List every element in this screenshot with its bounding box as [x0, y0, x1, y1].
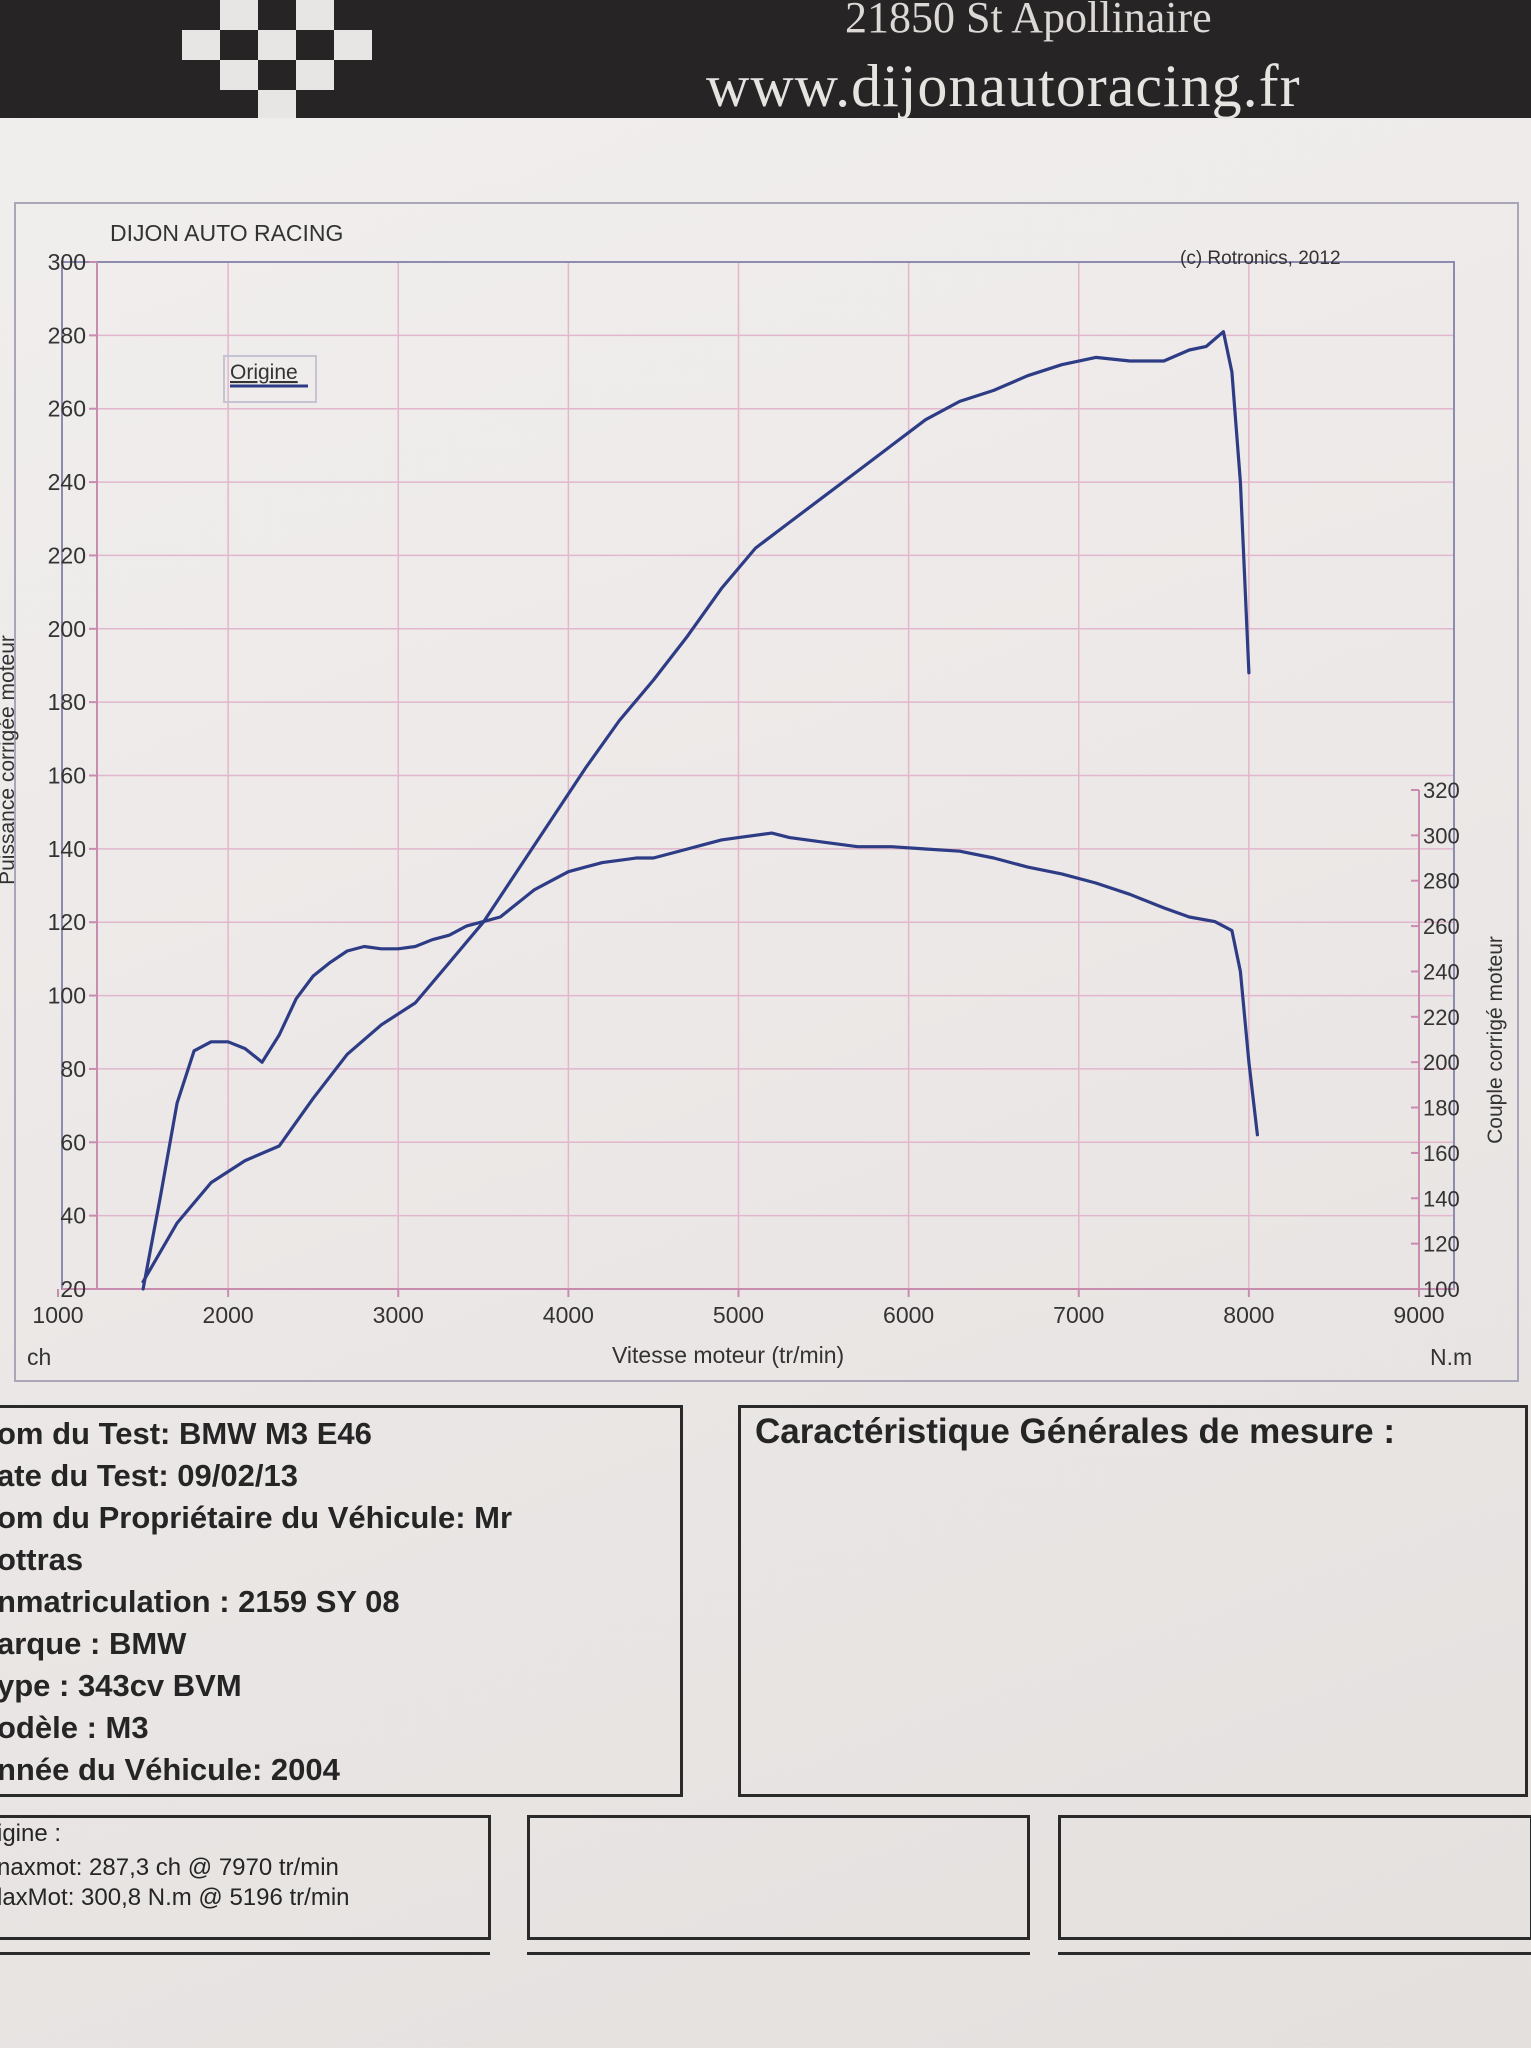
chart-frame: [14, 202, 1519, 1382]
x-unit-left: ch: [27, 1344, 51, 1370]
tick-label-y-left: 160: [48, 763, 86, 789]
tick-label-y-left: 220: [48, 542, 86, 568]
test-name: om du Test: BMW M3 E46: [0, 1416, 372, 1451]
x-unit-right: N.m: [1430, 1344, 1472, 1370]
tick-label-y-right: 300: [1423, 823, 1460, 848]
series-layer: [141, 330, 1260, 1291]
tick-label-y-left: 260: [48, 396, 86, 422]
tick-label-y-right: 260: [1423, 914, 1460, 939]
chart-title: DIJON AUTO RACING: [110, 220, 343, 246]
tick-label-y-left: 140: [48, 836, 86, 862]
tick-label-y-right: 240: [1423, 959, 1460, 984]
chart-copyright: (c) Rotronics, 2012: [1180, 248, 1341, 269]
owner-line-1: om du Propriétaire du Véhicule: Mr: [0, 1500, 513, 1535]
tick-label-y-right: 200: [1423, 1050, 1460, 1075]
checkered-flag-logo: [120, 0, 420, 118]
empty-box-right: [1058, 1815, 1531, 1940]
tick-label-x: 8000: [1223, 1302, 1274, 1328]
tick-label-y-right: 320: [1423, 778, 1460, 803]
tick-label-y-left: 120: [48, 909, 86, 935]
results-underline: [0, 1952, 490, 1955]
series-power-line: [141, 330, 1251, 1284]
y-axis-label-right: Couple corrigé moteur: [1484, 936, 1507, 1144]
owner-line-2: ottras: [0, 1542, 84, 1577]
tick-label-y-right: 160: [1423, 1141, 1460, 1166]
middle-underline: [527, 1952, 1030, 1955]
vehicle-type: ype : 343cv BVM: [0, 1668, 242, 1703]
test-info-box: om du Test: BMW M3 E46 ate du Test: 09/0…: [0, 1405, 683, 1797]
tick-label-y-right: 100: [1423, 1277, 1460, 1302]
tick-label-x: 5000: [713, 1302, 764, 1328]
tick-label-x: 3000: [373, 1302, 424, 1328]
tick-label-y-left: 240: [48, 469, 86, 495]
results-header: igine :: [0, 1820, 62, 1847]
tick-label-x: 7000: [1053, 1302, 1104, 1328]
tick-label-x: 2000: [203, 1302, 254, 1328]
right-underline: [1058, 1952, 1531, 1955]
tick-label-x: 6000: [883, 1302, 934, 1328]
tick-label-y-right: 220: [1423, 1005, 1460, 1030]
header-band: 21850 St Apollinaire www.dijonautoracing…: [0, 0, 1531, 119]
tick-label-y-left: 80: [60, 1056, 86, 1082]
header-address: 21850 St Apollinaire: [845, 0, 1212, 42]
tick-label-x: 1000: [32, 1302, 83, 1328]
tick-label-y-right: 140: [1423, 1186, 1460, 1211]
registration: nmatriculation : 2159 SY 08: [0, 1584, 400, 1619]
tick-label-y-right: 120: [1423, 1232, 1460, 1257]
brand: arque : BMW: [0, 1626, 187, 1661]
model: odèle : M3: [0, 1710, 149, 1745]
tick-layer: 1000 2000 3000 4000 5000 6000 7000 8000 9000 20 40…: [32, 249, 1459, 1328]
tick-label-y-left: 200: [48, 616, 86, 642]
legend-item-origine: Origine: [230, 361, 298, 384]
tick-label-x: 4000: [543, 1302, 594, 1328]
tick-label-y-left: 300: [48, 249, 86, 275]
tick-label-y-left: 280: [48, 322, 86, 348]
tick-label-x: 9000: [1393, 1302, 1444, 1328]
tick-label-y-left: 100: [48, 983, 86, 1009]
max-torque: laxMot: 300,8 N.m @ 5196 tr/min: [0, 1884, 350, 1911]
vehicle-year: nnée du Véhicule: 2004: [0, 1752, 340, 1787]
y-axis-label-left: Puissance corrigée moteur: [0, 635, 19, 885]
tick-label-y-left: 180: [48, 689, 86, 715]
general-characteristics-box: [738, 1405, 1528, 1797]
header-url[interactable]: www.dijonautoracing.fr: [706, 53, 1301, 119]
tick-label-y-right: 280: [1423, 869, 1460, 894]
dyno-chart: 1000 2000 3000 4000 5000 6000 7000 8000 9000 20 40…: [0, 220, 1507, 1370]
tick-label-y-right: 180: [1423, 1096, 1460, 1121]
x-axis-label: Vitesse moteur (tr/min): [612, 1342, 844, 1368]
max-power: naxmot: 287,3 ch @ 7970 tr/min: [0, 1854, 339, 1881]
series-torque-line: [141, 831, 1260, 1291]
tick-label-y-left: 40: [60, 1203, 86, 1229]
tick-label-y-left: 20: [60, 1276, 86, 1302]
grid-layer: [97, 261, 1454, 1289]
general-characteristics-title: Caractéristique Générales de mesure :: [755, 1412, 1396, 1451]
empty-box-middle: [527, 1815, 1030, 1940]
tick-label-y-left: 60: [60, 1129, 86, 1155]
test-date: ate du Test: 09/02/13: [0, 1458, 298, 1493]
legend-box: [223, 355, 317, 403]
results-box: igine : naxmot: 287,3 ch @ 7970 tr/min l…: [0, 1815, 491, 1940]
